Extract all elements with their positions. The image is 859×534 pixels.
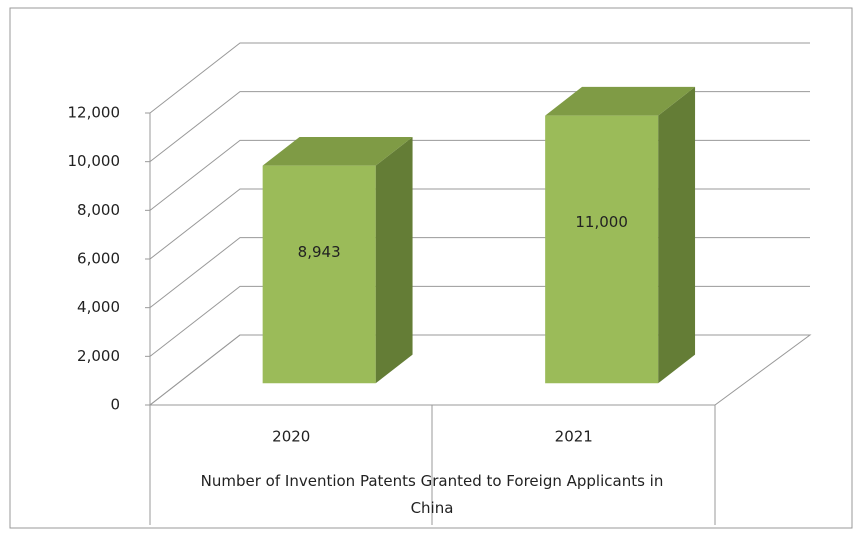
bar — [545, 115, 659, 384]
data-label: 11,000 — [575, 213, 628, 231]
y-tick-label: 6,000 — [77, 250, 120, 268]
chart-border — [9, 7, 853, 529]
bar-side — [658, 86, 696, 384]
x-tick-label: 2020 — [272, 428, 310, 446]
bar — [262, 165, 376, 384]
bar-top — [262, 136, 413, 166]
y-tick-label: 10,000 — [68, 152, 121, 170]
bar-top — [545, 86, 696, 116]
x-tick-label: 2021 — [555, 428, 593, 446]
y-tick-label: 4,000 — [77, 298, 120, 316]
y-tick-label: 8,000 — [77, 201, 120, 219]
y-tick-label: 0 — [110, 396, 120, 414]
y-tick-label: 2,000 — [77, 347, 120, 365]
grid-line — [149, 42, 810, 114]
x-axis-label: Number of Invention Patents Granted to F… — [200, 472, 664, 517]
y-tick-label: 12,000 — [68, 104, 121, 122]
bar-side — [375, 136, 413, 384]
data-label: 8,943 — [298, 243, 341, 261]
